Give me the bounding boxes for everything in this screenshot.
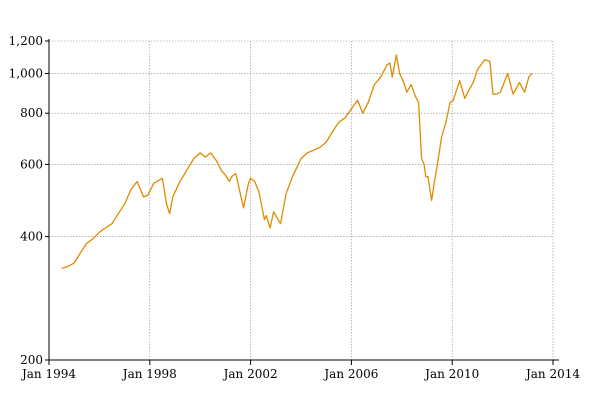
x-tick-label: Jan 1998 [121, 367, 177, 381]
y-tick-label: 400 [20, 230, 43, 244]
series-line [61, 54, 533, 269]
series-layer [61, 54, 533, 269]
x-tick-label: Jan 1994 [20, 367, 76, 381]
y-ticks: 200 400 600 800 1,000 1,200 [9, 34, 49, 367]
y-tick-label: 200 [20, 353, 43, 367]
x-ticks: Jan 1994 Jan 1998 Jan 2002 Jan 2006 Jan 2010… [20, 360, 580, 381]
y-tick-label: 1,000 [9, 66, 43, 80]
y-tick-label: 800 [20, 106, 43, 120]
x-tick-label: Jan 2010 [423, 367, 479, 381]
grid [49, 40, 554, 360]
y-tick-label: 600 [20, 157, 43, 171]
x-tick-label: Jan 2006 [322, 367, 378, 381]
x-tick-label: Jan 2002 [222, 367, 278, 381]
x-tick-label: Jan 2014 [524, 367, 580, 381]
axes [48, 39, 559, 361]
y-tick-label: 1,200 [9, 34, 43, 48]
